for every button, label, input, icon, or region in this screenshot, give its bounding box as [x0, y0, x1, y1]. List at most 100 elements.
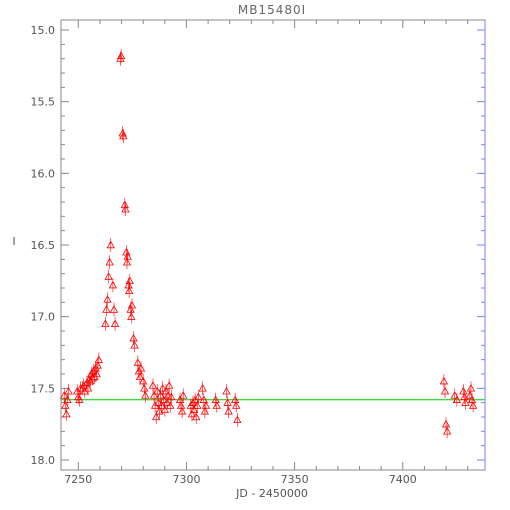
chart-title: MB15480I	[238, 3, 306, 17]
plot-frame	[60, 19, 486, 471]
data-point	[461, 398, 470, 406]
data-point	[199, 395, 208, 403]
data-point	[467, 395, 477, 403]
data-point	[441, 419, 451, 428]
data-point	[166, 401, 175, 409]
data-point	[127, 312, 136, 320]
data-point	[177, 406, 187, 415]
data-point	[439, 376, 449, 385]
y-tick-label: 18.0	[31, 454, 56, 467]
data-point	[212, 401, 221, 409]
data-point	[152, 412, 161, 421]
data-point	[161, 386, 171, 395]
data-point	[187, 409, 197, 418]
data-point	[120, 200, 129, 209]
data-point	[176, 401, 186, 409]
data-point	[127, 300, 137, 309]
data-point	[60, 391, 69, 399]
x-tick-label: 7400	[389, 473, 417, 486]
data-point	[233, 415, 242, 424]
data-point	[123, 252, 132, 260]
data-point	[194, 392, 203, 401]
data-point	[164, 381, 174, 389]
data-point	[130, 340, 139, 349]
data-point	[162, 398, 172, 406]
y-tick-label: 17.0	[31, 311, 56, 324]
data-point	[450, 391, 459, 399]
data-point	[118, 128, 127, 137]
data-point	[466, 383, 476, 392]
data-point	[106, 240, 115, 249]
data-point	[116, 51, 126, 60]
y-tick-label: 16.0	[31, 167, 56, 180]
data-point	[200, 406, 210, 415]
data-point	[224, 406, 233, 415]
data-point	[232, 401, 241, 409]
data-point	[452, 395, 462, 403]
data-point	[124, 286, 134, 295]
data-point	[460, 392, 469, 401]
data-point	[179, 391, 188, 399]
x-axis-label: JD - 2450000	[235, 487, 308, 500]
data-point	[75, 395, 84, 403]
data-point	[83, 383, 93, 392]
data-point	[440, 386, 450, 395]
data-point	[222, 386, 231, 395]
data-point	[156, 391, 165, 399]
data-point	[121, 204, 130, 213]
data-point	[94, 355, 104, 363]
data-point	[201, 401, 211, 409]
data-point	[192, 412, 201, 421]
data-point	[230, 395, 240, 403]
data-point	[88, 373, 97, 382]
data-point	[198, 383, 207, 392]
data-point	[140, 383, 149, 392]
data-point	[119, 131, 128, 140]
data-point	[158, 383, 167, 392]
data-point	[442, 426, 452, 435]
x-tick-labels: 7250 7300 7350 7400	[64, 473, 416, 486]
data-point	[136, 363, 146, 372]
y-tick-label: 16.5	[31, 239, 56, 252]
data-point	[102, 305, 111, 313]
data-point	[104, 272, 113, 280]
data-point	[468, 401, 478, 409]
data-point	[126, 305, 135, 313]
data-point	[105, 257, 114, 266]
data-point	[125, 276, 134, 285]
data-point	[141, 391, 150, 399]
x-tick-label: 7250	[64, 473, 92, 486]
data-point	[129, 333, 138, 342]
data-point	[110, 319, 120, 328]
data-point	[101, 319, 110, 328]
data-point	[160, 405, 170, 414]
data-point	[163, 391, 173, 399]
data-point	[459, 386, 468, 395]
y-tick-label: 17.5	[31, 382, 56, 395]
data-point	[63, 395, 72, 403]
data-point	[103, 295, 112, 303]
data-point	[62, 409, 71, 418]
y-tick-label: 15.0	[31, 24, 56, 37]
data-point	[465, 391, 475, 399]
data-point	[122, 257, 132, 266]
data-point	[108, 280, 118, 289]
data-point	[159, 395, 168, 403]
data-point	[92, 369, 101, 378]
axis-ticks	[61, 20, 485, 470]
data-points	[60, 48, 478, 439]
data-point	[133, 358, 142, 366]
y-tick-label: 15.5	[31, 96, 56, 109]
y-tick-labels: 15.0 15.5 16.0 16.5 17.0 17.5 18.0	[31, 24, 56, 467]
data-point	[74, 392, 83, 401]
y-axis-label: I	[12, 235, 15, 248]
data-point	[167, 392, 176, 401]
data-point	[93, 361, 102, 369]
data-point	[149, 391, 159, 399]
data-point	[189, 405, 199, 414]
data-point	[155, 406, 164, 415]
data-point	[223, 398, 232, 406]
data-point	[193, 401, 202, 409]
data-point	[148, 381, 158, 389]
